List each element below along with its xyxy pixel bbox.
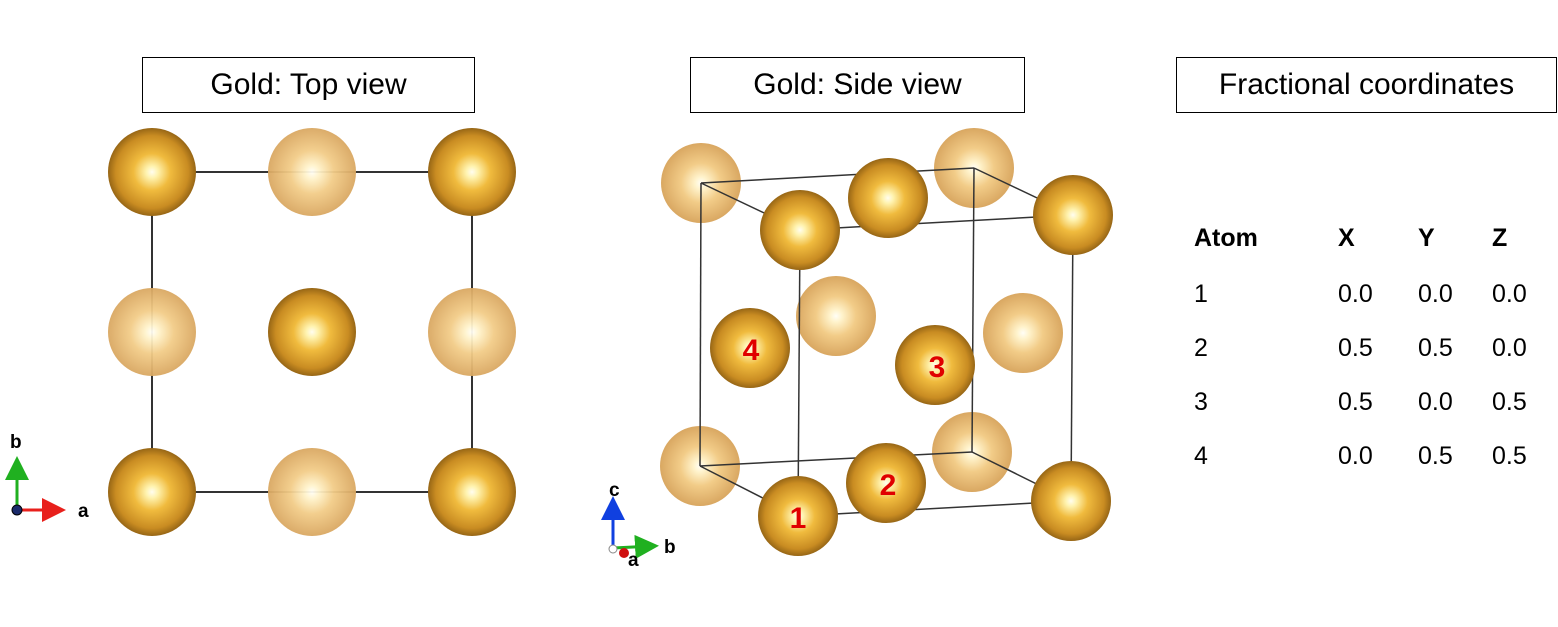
coords-title-text: Fractional coordinates bbox=[1218, 68, 1515, 101]
side-view-title: Gold: Side view bbox=[690, 57, 1025, 113]
atom-label-2: 2 bbox=[880, 469, 897, 502]
gold-atom bbox=[108, 448, 196, 536]
gold-atom bbox=[428, 128, 516, 216]
axis-label-b: b bbox=[664, 537, 676, 558]
gold-atom bbox=[108, 288, 196, 376]
gold-atom bbox=[848, 158, 928, 238]
side-view-panel: 1 2 3 4 b c a bbox=[601, 128, 1113, 571]
gold-atom-back bbox=[796, 276, 876, 356]
cell-x: 0.5 bbox=[1338, 388, 1373, 416]
header-atom: Atom bbox=[1194, 224, 1258, 252]
cell-z: 0.5 bbox=[1492, 442, 1527, 470]
gold-atom bbox=[1031, 461, 1111, 541]
atom-label-4: 4 bbox=[743, 334, 760, 367]
cell-z: 0.0 bbox=[1492, 280, 1527, 308]
gold-atom bbox=[710, 308, 790, 388]
cell-x: 0.5 bbox=[1338, 334, 1373, 362]
cell-atom: 1 bbox=[1194, 280, 1208, 308]
cell-x: 0.0 bbox=[1338, 280, 1373, 308]
cell-x: 0.0 bbox=[1338, 442, 1373, 470]
gold-atom-back bbox=[983, 293, 1063, 373]
side-view-axis-indicator: b c a bbox=[601, 480, 676, 571]
header-y: Y bbox=[1418, 224, 1435, 252]
cell-atom: 2 bbox=[1194, 334, 1208, 362]
cell-y: 0.0 bbox=[1418, 280, 1453, 308]
cell-z: 0.5 bbox=[1492, 388, 1527, 416]
gold-atom bbox=[428, 448, 516, 536]
gold-atom bbox=[895, 325, 975, 405]
axis-label-b: b bbox=[10, 432, 22, 453]
top-view-title-text: Gold: Top view bbox=[210, 68, 407, 101]
axis-label-c: c bbox=[609, 480, 620, 501]
gold-atom bbox=[758, 476, 838, 556]
header-z: Z bbox=[1492, 224, 1508, 252]
top-view-title: Gold: Top view bbox=[142, 57, 475, 113]
coords-title: Fractional coordinates bbox=[1176, 57, 1557, 113]
top-view-panel: a b bbox=[4, 128, 516, 536]
cell-y: 0.0 bbox=[1418, 388, 1453, 416]
atom-label-1: 1 bbox=[790, 502, 807, 535]
axis-label-a: a bbox=[78, 501, 89, 522]
top-view-axis-indicator: a b bbox=[4, 432, 89, 522]
cell-y: 0.5 bbox=[1418, 442, 1453, 470]
side-view-title-text: Gold: Side view bbox=[753, 68, 962, 101]
gold-atom bbox=[1033, 175, 1113, 255]
cell-z: 0.0 bbox=[1492, 334, 1527, 362]
gold-atom bbox=[428, 288, 516, 376]
gold-atom bbox=[108, 128, 196, 216]
header-x: X bbox=[1338, 224, 1355, 252]
gold-atom bbox=[268, 128, 356, 216]
cell-y: 0.5 bbox=[1418, 334, 1453, 362]
atom-label-3: 3 bbox=[929, 351, 946, 384]
cell-atom: 4 bbox=[1194, 442, 1208, 470]
cell-atom: 3 bbox=[1194, 388, 1208, 416]
axis-label-a: a bbox=[628, 550, 639, 571]
gold-atom bbox=[268, 288, 356, 376]
gold-atom bbox=[760, 190, 840, 270]
gold-atom bbox=[268, 448, 356, 536]
gold-atom bbox=[846, 443, 926, 523]
